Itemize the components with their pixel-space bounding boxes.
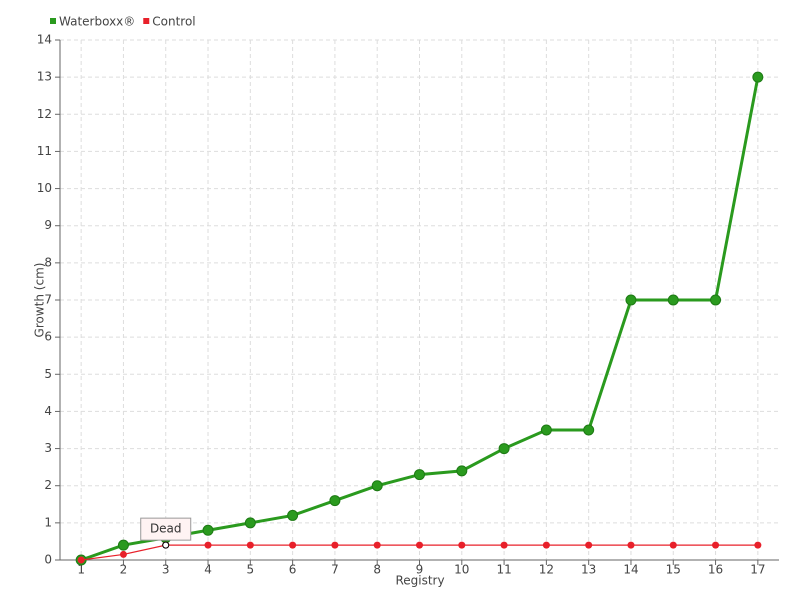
data-point [498,443,510,455]
x-tick-label: 8 [373,563,381,577]
data-point [542,541,550,549]
data-point [625,294,637,306]
data-point [752,71,764,83]
data-point [416,541,423,549]
annotation-text: Dead [150,522,182,536]
y-tick-label: 8 [44,255,52,269]
data-point [246,541,254,549]
y-tick-label: 7 [44,293,52,307]
x-tick-label: 17 [750,563,765,577]
data-point [585,541,593,549]
data-point [371,480,383,492]
x-tick-label: 7 [331,563,339,577]
data-point [583,424,595,436]
data-point [754,541,762,549]
data-point [540,424,552,436]
data-point [331,541,339,549]
series-line [80,76,760,562]
data-point [669,541,677,549]
annotation-box [140,517,192,541]
x-tick-label: 4 [204,563,212,577]
legend-label: Waterboxx® [59,15,135,29]
data-point [667,294,679,306]
x-tick-label: 12 [539,563,554,577]
x-tick-label: 2 [120,563,128,577]
data-point [627,541,635,549]
data-point [414,469,425,481]
data-point [287,509,299,521]
data-point [456,465,468,477]
x-tick-label: 1 [77,563,85,577]
x-tick-label: 15 [666,563,681,577]
y-tick-label: 11 [37,144,52,158]
legend-swatch [143,18,150,24]
x-tick-label: 14 [623,563,638,577]
data-point [77,556,85,564]
y-tick-label: 12 [37,107,52,121]
data-point [117,539,129,551]
x-tick-label: 6 [289,563,297,577]
y-axis-label: Growth (cm) [33,263,47,338]
data-point [289,541,297,549]
legend-label: Control [152,15,195,29]
x-tick-label: 10 [454,563,469,577]
data-point [712,541,720,549]
data-point [202,524,214,536]
x-axis-label: Registry [395,574,444,588]
x-tick-label: 16 [708,563,723,577]
y-tick-label: 6 [44,330,52,344]
data-point [373,541,381,549]
data-point [244,517,256,529]
data-point [204,541,212,549]
x-tick-label: 13 [581,563,596,577]
y-tick-label: 3 [44,441,52,455]
data-point [458,541,466,549]
data-point [329,495,341,507]
x-tick-label: 9 [416,563,424,577]
x-tick-label: 3 [162,563,170,577]
x-tick-label: 11 [496,563,511,577]
x-tick-label: 5 [247,563,255,577]
y-tick-label: 4 [44,404,52,418]
y-tick-label: 14 [37,33,52,47]
y-tick-label: 2 [44,478,52,492]
data-point [119,550,127,558]
y-tick-label: 0 [44,553,52,567]
y-tick-label: 10 [37,181,52,195]
y-tick-label: 1 [44,515,52,529]
y-tick-label: 9 [44,218,52,232]
legend-swatch [50,18,56,24]
data-point [710,294,722,306]
y-tick-label: 5 [44,367,52,381]
data-point [500,541,508,549]
y-tick-label: 13 [37,70,52,84]
annotation-marker [162,541,170,549]
